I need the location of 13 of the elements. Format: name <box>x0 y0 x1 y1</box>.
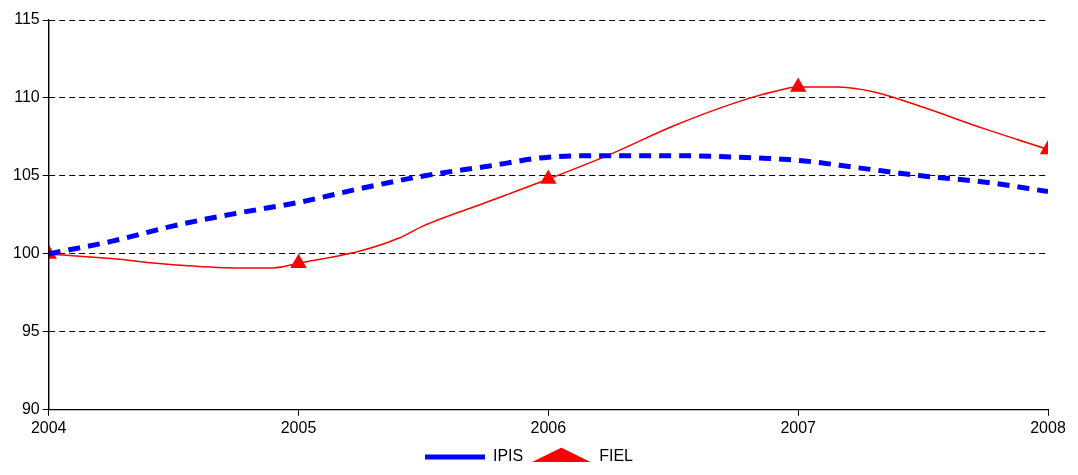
legend-label: IPIS <box>492 447 524 465</box>
x-tick-label: 2004 <box>30 418 67 436</box>
y-tick-label: 105 <box>12 166 40 184</box>
x-tick-label: 2007 <box>780 418 817 436</box>
y-tick-label: 100 <box>12 244 40 262</box>
y-tick-label: 90 <box>21 400 40 418</box>
x-tick-label: 2006 <box>530 418 567 436</box>
y-tick-label: 115 <box>14 10 40 28</box>
y-tick-label: 110 <box>14 88 40 106</box>
x-tick-label: 2005 <box>280 418 317 436</box>
y-tick-label: 95 <box>21 322 40 340</box>
x-tick-label: 2008 <box>1030 418 1066 436</box>
legend-label: FIEL <box>599 447 634 465</box>
